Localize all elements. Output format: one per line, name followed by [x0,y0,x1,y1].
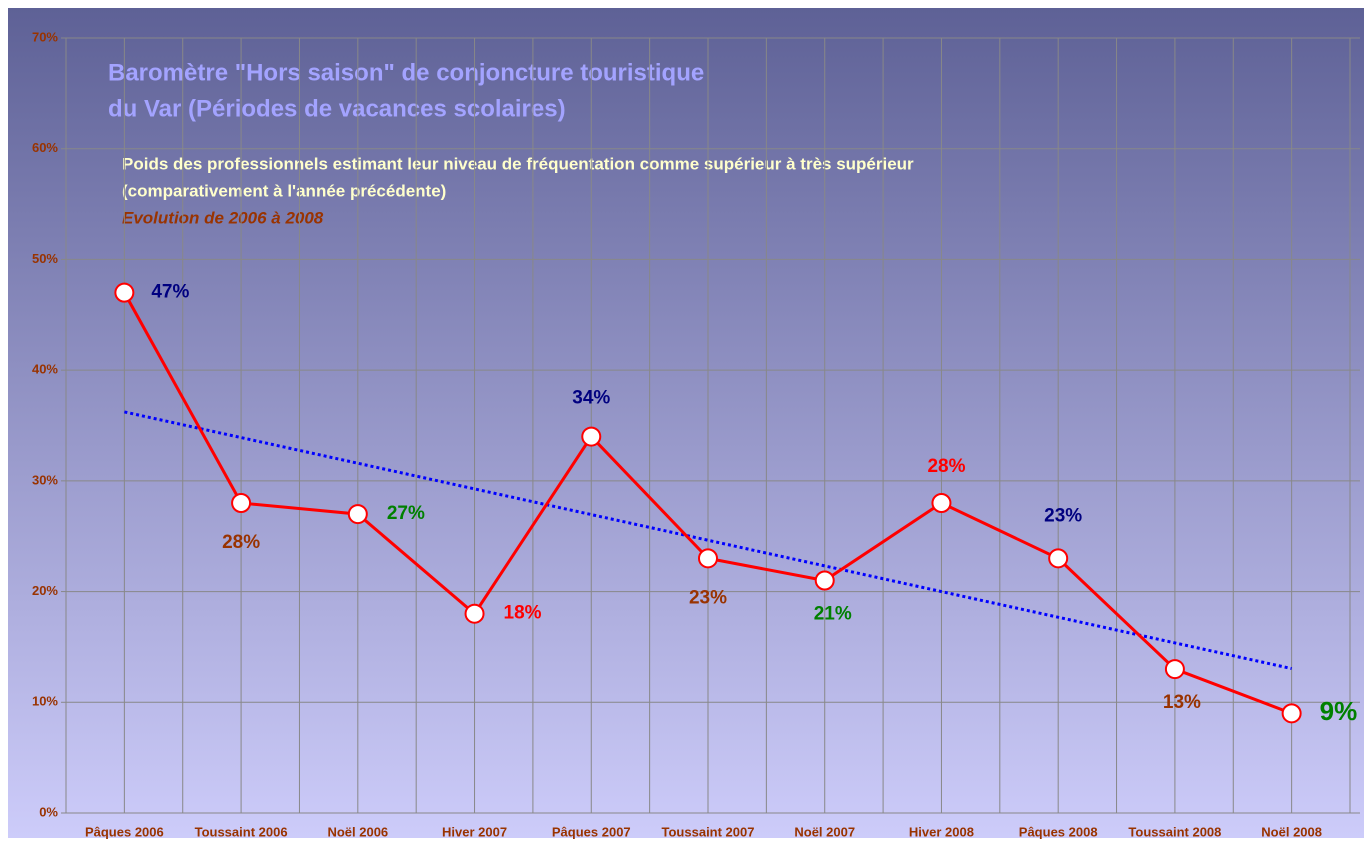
y-tick-label: 70% [32,29,58,44]
data-label: 9% [1320,696,1358,726]
y-tick-label: 0% [39,804,58,819]
x-tick-label: Pâques 2007 [552,824,631,839]
y-tick-label: 40% [32,362,58,377]
data-label: 13% [1163,692,1201,713]
marker [114,282,135,303]
x-tick-label: Noël 2008 [1261,824,1322,839]
marker [581,426,602,447]
x-tick-label: Toussaint 2008 [1128,824,1221,839]
x-tick-label: Hiver 2008 [909,824,974,839]
marker [231,493,252,513]
data-label: 47% [151,282,189,303]
subtitle: Poids des professionnels estimant leur n… [122,154,914,173]
marker [698,548,718,569]
data-label: 28% [927,456,965,477]
marker [1164,659,1185,680]
marker [931,493,952,513]
x-tick-label: Pâques 2006 [85,824,164,839]
x-tick-label: Toussaint 2007 [662,824,755,839]
y-tick-label: 10% [32,694,58,709]
annotation: Evolution de 2006 à 2008 [122,208,324,227]
chart-title: Baromètre "Hors saison" de conjoncture t… [108,59,704,86]
x-tick-label: Hiver 2007 [442,824,507,839]
marker [464,603,485,624]
background [8,8,1364,838]
marker [347,504,368,525]
y-tick-label: 60% [32,140,58,155]
marker [1048,548,1069,569]
data-label: 23% [689,587,727,608]
trendline [124,410,1292,671]
y-tick-label: 20% [32,583,58,598]
chart-title: du Var (Périodes de vacances scolaires) [108,95,566,122]
data-label: 27% [387,503,425,524]
marker [1281,703,1302,724]
x-tick-label: Noël 2006 [327,824,388,839]
marker [814,570,835,591]
data-label: 34% [572,388,610,409]
data-label: 23% [1044,505,1082,526]
subtitle: (comparativement à l'année précédente) [122,181,446,200]
y-tick-label: 30% [32,472,58,487]
x-tick-label: Noël 2007 [794,824,855,839]
x-tick-label: Toussaint 2006 [195,824,288,839]
x-tick-label: Pâques 2008 [1019,824,1098,839]
y-tick-label: 50% [32,251,58,266]
data-label: 21% [814,604,852,625]
data-label: 28% [222,532,260,553]
data-label: 18% [504,603,542,624]
